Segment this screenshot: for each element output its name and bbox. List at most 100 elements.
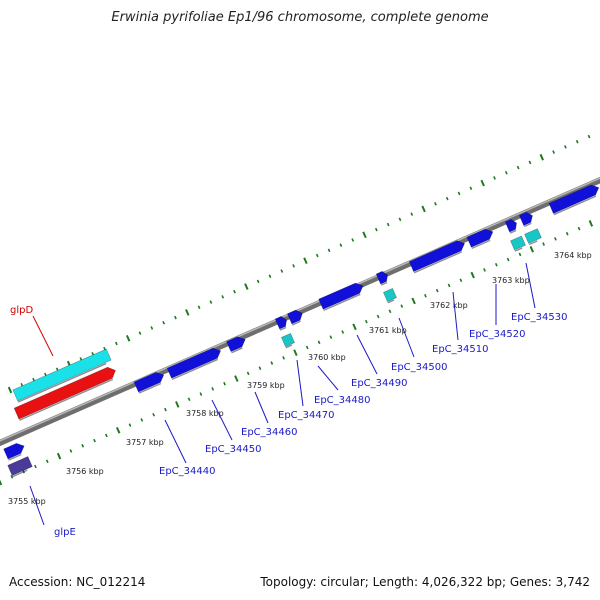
inner-tick <box>435 288 439 293</box>
leader-EpC_34460 <box>254 391 269 424</box>
inner-tick <box>388 309 392 314</box>
leader-EpC_34490 <box>356 334 378 375</box>
glpE-feature <box>7 456 33 478</box>
gene-feature-13 <box>548 184 600 216</box>
gene-feature-9-shadow <box>413 251 463 274</box>
outer-tick <box>209 300 213 304</box>
outer-tick <box>398 217 402 222</box>
genome-summary-text: Topology: circular; Length: 4,026,322 bp… <box>260 575 590 589</box>
inner-tick <box>115 426 121 434</box>
gene-feature-1-shadow <box>8 453 22 461</box>
outer-tick <box>445 196 449 201</box>
trna-feature-1-shadow <box>285 344 293 349</box>
outer-tick <box>292 264 295 268</box>
glpD-cyan-feature-shadow <box>17 362 107 403</box>
outer-tick <box>268 274 272 278</box>
glpD-red-feature-body <box>13 366 116 420</box>
inner-tick <box>246 371 250 376</box>
inner-tick <box>329 335 333 339</box>
gene-feature-4-body <box>226 336 246 353</box>
inner-tick <box>199 392 203 396</box>
outer-tick <box>103 346 106 351</box>
inner-tick <box>554 237 557 241</box>
trna-feature-3-shadow <box>514 247 523 252</box>
trna-feature-1-body <box>281 333 295 347</box>
scale-label: 3761 kbp <box>369 326 407 335</box>
inner-tick <box>223 381 226 386</box>
gene-feature-11-body <box>504 219 517 233</box>
leader-glpE <box>29 485 45 526</box>
outer-tick <box>493 176 496 180</box>
inner-tick <box>10 475 14 479</box>
gene-label-epc-34460: EpC_34460 <box>241 427 297 438</box>
outer-tick <box>79 357 83 361</box>
inner-tick <box>424 294 427 298</box>
gene-feature-10-shadow <box>471 239 491 249</box>
gene-feature-12-body <box>518 211 533 226</box>
gene-feature-5-body <box>274 316 287 330</box>
outer-tick <box>91 352 95 356</box>
inner-tick <box>529 245 534 253</box>
outer-tick <box>374 227 378 232</box>
outer-tick <box>174 315 177 320</box>
inner-tick <box>352 323 357 331</box>
trna-feature-4-shadow <box>528 240 538 246</box>
outer-tick <box>552 150 555 154</box>
gene-labels: glpD glpE EpC_34440 EpC_34450 EpC_34460 EpC_3… <box>10 305 567 538</box>
outer-tick <box>457 191 461 196</box>
scale-label: 3755 kbp <box>8 497 46 506</box>
gene-label-epc-34440: EpC_34440 <box>159 466 215 477</box>
inner-tick <box>518 252 522 257</box>
inner-tick <box>411 297 416 305</box>
gene-label-epc-34470: EpC_34470 <box>278 410 334 421</box>
inner-tick <box>459 278 463 283</box>
outer-tick <box>480 179 485 187</box>
chromosome-backbone <box>0 176 600 447</box>
outer-tick <box>315 253 319 258</box>
gene-label-epc-34500: EpC_34500 <box>391 362 447 373</box>
inner-tick <box>34 464 37 469</box>
gene-feature-3 <box>166 347 222 381</box>
inner-tick <box>565 231 569 236</box>
outer-tick <box>55 367 59 372</box>
scale-label: 3756 kbp <box>66 467 104 476</box>
leader-EpC_34510 <box>452 291 459 341</box>
inner-tick <box>45 459 49 464</box>
inner-tick <box>81 444 85 448</box>
outer-tick <box>564 145 567 149</box>
outer-tick <box>125 334 131 342</box>
gene-label-epc-34490: EpC_34490 <box>351 378 407 389</box>
scale-label: 3758 kbp <box>186 409 224 418</box>
inner-tick <box>258 366 262 370</box>
outer-tick <box>114 341 118 346</box>
outer-tick <box>327 248 331 253</box>
outer-tick <box>162 320 166 325</box>
gene-feature-5 <box>274 316 287 331</box>
gene-feature-13-body <box>548 184 600 214</box>
outer-tick <box>421 205 426 213</box>
gene-feature-3-body <box>166 347 222 379</box>
outer-tick <box>233 289 236 294</box>
inner-tick <box>22 469 26 474</box>
outer-tick <box>386 222 390 227</box>
inner-tick <box>164 407 167 412</box>
outer-tick <box>244 283 249 290</box>
inner-tick-marks <box>0 220 594 486</box>
outer-tick <box>575 139 579 144</box>
outer-tick <box>7 386 13 394</box>
outer-tick <box>469 186 473 191</box>
outer-tick <box>20 383 24 387</box>
gene-label-epc-34520: EpC_34520 <box>469 329 525 340</box>
gene-feature-10 <box>466 228 494 249</box>
inner-tick <box>542 242 545 246</box>
glpE-feature-shadow <box>12 469 28 478</box>
accession-text: Accession: NC_012214 <box>9 575 146 589</box>
trna-feature-3-body <box>510 235 526 251</box>
outer-tick <box>410 212 414 216</box>
inner-tick <box>494 262 498 267</box>
gene-feature-3-shadow <box>171 358 219 381</box>
gene-feature-6-shadow <box>291 320 301 326</box>
gene-feature-2-shadow <box>138 382 162 394</box>
trna-feature-2-shadow <box>387 299 395 304</box>
inner-tick <box>187 397 191 402</box>
